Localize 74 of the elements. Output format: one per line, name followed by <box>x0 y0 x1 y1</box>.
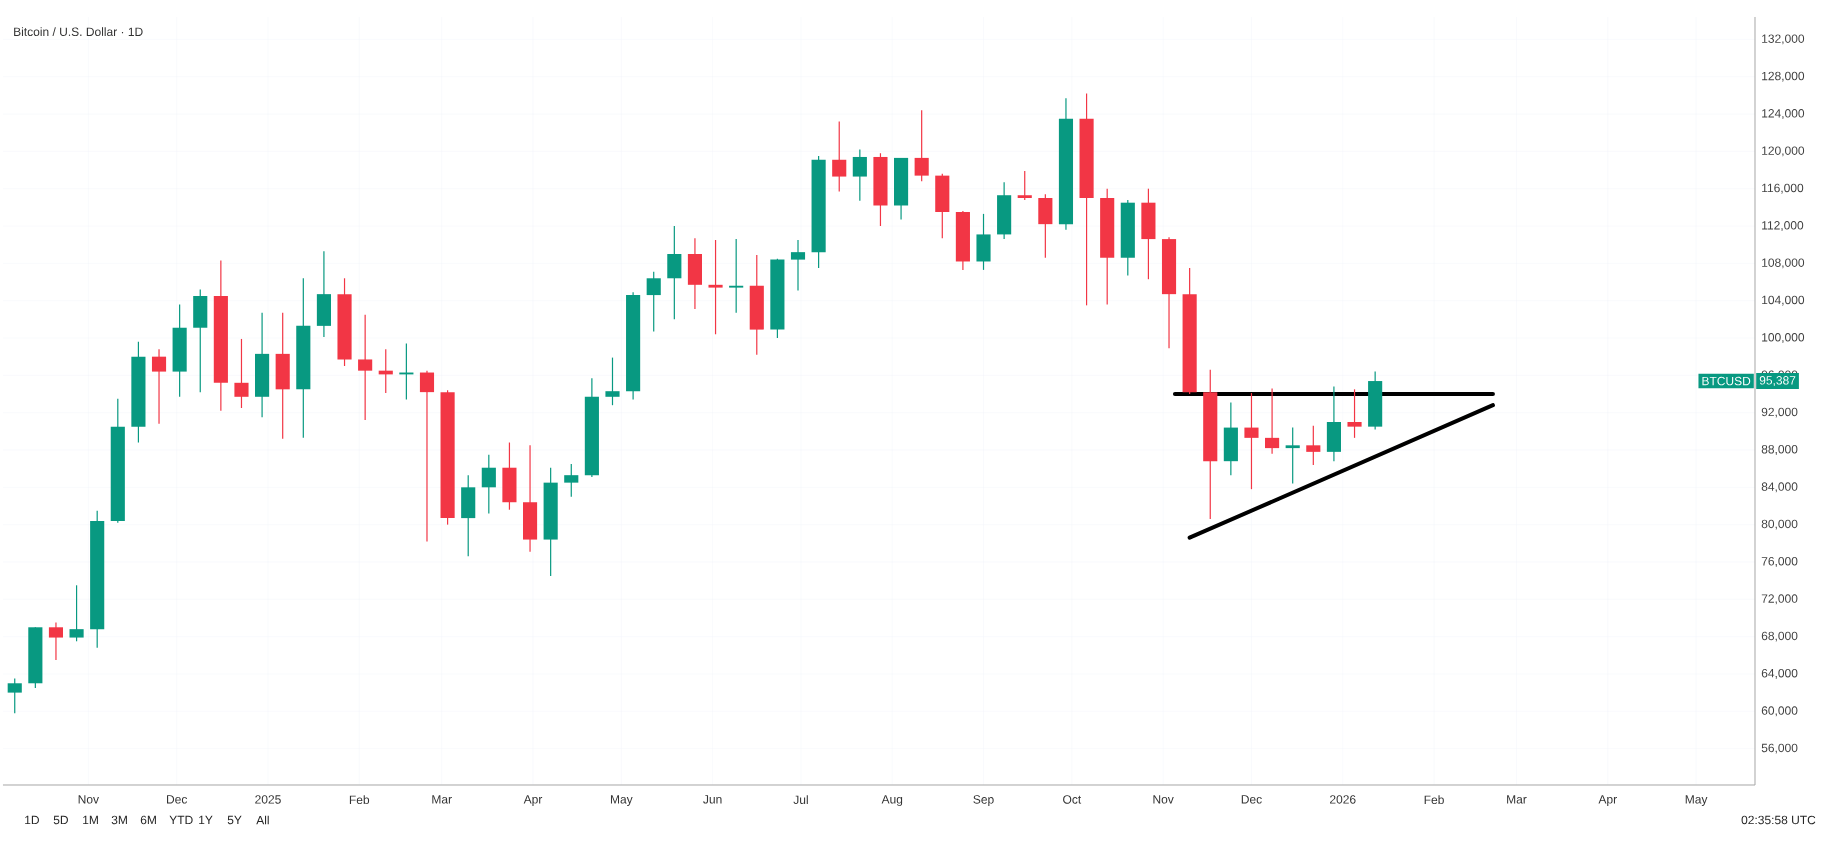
x-tick-label: Nov <box>78 795 99 804</box>
x-tick-label: Dec <box>1241 795 1262 804</box>
candlestick <box>646 271 661 333</box>
x-tick-label: Mar <box>1507 795 1527 804</box>
x-tick-label: Jun <box>703 795 722 804</box>
candlestick <box>790 239 806 292</box>
x-tick-label: Jul <box>793 795 808 805</box>
candlestick <box>151 348 167 425</box>
y-tick-label: 84,000 <box>1761 482 1798 493</box>
text: 1M <box>83 815 98 825</box>
annotation: BTCUSD <box>1702 376 1751 386</box>
candlestick <box>852 148 867 202</box>
y-tick-label: 128,000 <box>1762 71 1805 82</box>
x-tick-label: Aug <box>881 795 903 806</box>
text: All <box>256 815 269 825</box>
candlestick <box>1265 387 1280 455</box>
y-tick-label: 60,000 <box>1761 706 1798 717</box>
y-tick-label: 132,000 <box>1762 34 1805 45</box>
text: 02:35:58 UTC <box>1741 815 1816 825</box>
y-tick-label: 68,000 <box>1761 631 1798 642</box>
y-tick-label: 120,000 <box>1762 146 1805 157</box>
x-tick-label: Mar <box>432 795 452 804</box>
x-tick-label: Dec <box>167 795 188 804</box>
text: 6M <box>140 815 156 825</box>
x-tick-label: Nov <box>1153 795 1174 804</box>
x-tick-label: Feb <box>1424 795 1444 805</box>
text: YTD <box>169 815 193 825</box>
y-tick-label: 108,000 <box>1762 258 1805 269</box>
text: 3M <box>111 815 127 825</box>
x-tick-label: Apr <box>1598 795 1617 806</box>
candlestick <box>481 454 496 515</box>
candlestick <box>708 239 723 335</box>
y-tick-label: 76,000 <box>1761 557 1798 567</box>
x-tick-label: Apr <box>523 795 543 806</box>
y-tick-label: 100,000 <box>1762 333 1805 343</box>
y-tick-label: 124,000 <box>1762 109 1805 119</box>
y-tick-label: 80,000 <box>1761 519 1798 530</box>
text: 1Y <box>199 815 213 825</box>
candlestick <box>605 357 620 406</box>
text: 5Y <box>227 815 242 825</box>
candlestick <box>729 238 744 314</box>
x-tick-label: 2025 <box>255 795 281 804</box>
x-tick-label: Feb <box>349 795 370 805</box>
y-tick-label: 64,000 <box>1761 668 1798 679</box>
x-tick-label: Sep <box>973 795 994 807</box>
candlestick <box>69 584 84 642</box>
y-tick-label: 104,000 <box>1762 295 1805 306</box>
candlestick <box>1347 388 1362 439</box>
candlestick <box>914 109 929 182</box>
x-tick-label: May <box>610 795 633 806</box>
candlestick <box>419 370 435 543</box>
x-tick-label: 2026 <box>1330 795 1356 804</box>
candlestick <box>1306 425 1321 466</box>
candlestick <box>48 622 64 661</box>
text: 1D <box>25 815 39 825</box>
candlestick <box>1285 426 1300 485</box>
candlestick <box>1244 392 1259 490</box>
y-tick-label: 72,000 <box>1761 594 1798 605</box>
y-tick-label: 116,000 <box>1762 183 1804 194</box>
text: Bitcoin / U.S. Dollar · 1D <box>14 27 143 37</box>
y-tick-label: 56,000 <box>1761 743 1798 754</box>
candlestick <box>358 314 373 421</box>
y-tick-label: 92,000 <box>1761 407 1798 418</box>
text: 5D <box>53 815 68 825</box>
x-tick-label: May <box>1685 795 1708 806</box>
candlestick <box>832 120 847 193</box>
y-tick-label: 88,000 <box>1761 445 1798 455</box>
x-tick-label: Oct <box>1063 795 1082 804</box>
text: 95,387 <box>1759 376 1796 386</box>
y-tick-label: 112,000 <box>1762 221 1804 231</box>
candlestick <box>1017 170 1032 201</box>
candlestick <box>7 678 22 714</box>
candlestick <box>234 338 249 409</box>
candlestick <box>564 463 579 498</box>
